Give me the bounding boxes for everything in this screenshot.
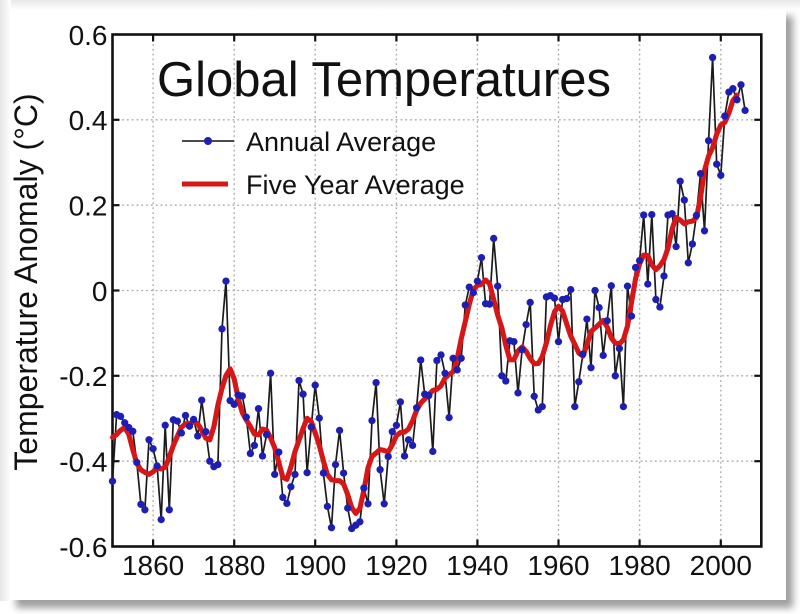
svg-text:1960: 1960 bbox=[527, 550, 589, 581]
svg-text:-0.2: -0.2 bbox=[59, 361, 107, 392]
svg-text:0.6: 0.6 bbox=[69, 20, 108, 51]
svg-text:2000: 2000 bbox=[690, 550, 752, 581]
svg-text:1860: 1860 bbox=[122, 550, 184, 581]
svg-text:Five Year Average: Five Year Average bbox=[246, 170, 465, 200]
svg-text:0.4: 0.4 bbox=[69, 105, 108, 136]
svg-text:-0.6: -0.6 bbox=[59, 532, 107, 563]
svg-text:-0.4: -0.4 bbox=[59, 447, 107, 478]
svg-text:0.2: 0.2 bbox=[69, 191, 108, 222]
svg-text:1880: 1880 bbox=[203, 550, 265, 581]
svg-text:1940: 1940 bbox=[446, 550, 508, 581]
svg-text:1980: 1980 bbox=[608, 550, 670, 581]
svg-text:0: 0 bbox=[92, 276, 108, 307]
svg-text:1920: 1920 bbox=[365, 550, 427, 581]
svg-text:Annual Average: Annual Average bbox=[246, 127, 436, 157]
svg-text:Global Temperatures: Global Temperatures bbox=[157, 53, 611, 107]
svg-text:1900: 1900 bbox=[284, 550, 346, 581]
svg-text:Temperature Anomaly (°C): Temperature Anomaly (°C) bbox=[8, 93, 44, 470]
